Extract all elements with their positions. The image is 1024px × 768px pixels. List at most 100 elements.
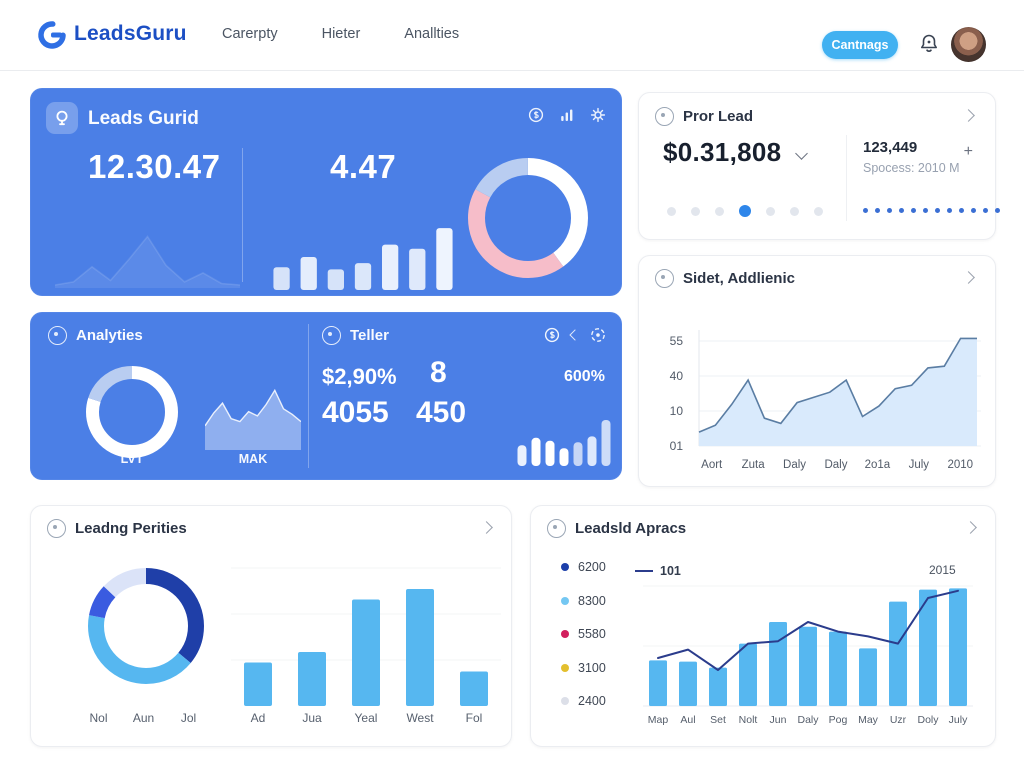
donut-label: Nol — [89, 711, 108, 725]
metric-value-2: 4.47 — [330, 148, 397, 185]
legend-label: 6200 — [578, 560, 606, 574]
x-tick: July — [948, 714, 968, 726]
pror-lead-card: Pror Lead $0.31,808 123,449 Spocess: 201… — [638, 92, 1000, 240]
x-tick: Nolt — [738, 714, 758, 726]
pager-dot[interactable] — [790, 206, 799, 216]
percent-circle-icon — [322, 326, 341, 345]
legend-label: 5580 — [578, 627, 606, 641]
progress-dot[interactable] — [935, 208, 940, 213]
x-tick: Aort — [701, 459, 723, 471]
gear-icon[interactable] — [590, 107, 606, 123]
area-label: MAK — [238, 452, 268, 466]
progress-dot[interactable] — [899, 208, 904, 213]
donut-chart — [88, 568, 204, 684]
x-tick: Yeal — [354, 711, 378, 725]
legend-dot — [561, 630, 569, 638]
bar-chart-icon[interactable] — [559, 107, 575, 123]
y-tick: 40 — [669, 369, 683, 383]
card-title: Leads Gurid — [88, 108, 199, 129]
legend-label: 8300 — [578, 593, 606, 608]
x-axis-labels: Ad Jua Yeal West Fol — [231, 711, 501, 725]
progress-dot[interactable] — [983, 208, 988, 213]
mini-bar-chart — [273, 228, 453, 290]
y-tick: 10 — [669, 404, 683, 418]
nav-item-1[interactable]: Hieter — [321, 26, 361, 42]
sidet-addlienic-card: Sidet, Addlienic 55 40 10 01 Aort Zuta Daly Da… — [638, 255, 996, 487]
x-tick: 2o1a — [864, 459, 891, 471]
nav-item-2[interactable]: Anallties — [404, 26, 460, 42]
x-tick: Jun — [769, 714, 787, 726]
legend-label: 2400 — [578, 694, 606, 708]
area-chart — [698, 330, 981, 447]
chevron-right-icon[interactable] — [962, 271, 975, 284]
pager-dot[interactable] — [814, 206, 823, 216]
main-nav: Carerpty Hieter Anallties — [222, 26, 459, 42]
progress-dot[interactable] — [887, 208, 892, 213]
pager-dot[interactable] — [667, 206, 676, 216]
pager-dot[interactable] — [766, 206, 775, 216]
legend-dot — [561, 697, 569, 705]
leadsld-apracs-card: Leadsld Apracs 6200 8300 5580 3100 2400 101 … — [530, 505, 996, 747]
card-title-right: Teller — [350, 327, 389, 344]
legend: 6200 8300 5580 3100 2400 — [561, 557, 606, 711]
x-tick: Map — [647, 714, 669, 726]
legend-label: 3100 — [578, 660, 606, 675]
donut-label: Aun — [132, 711, 155, 725]
compass-icon — [655, 269, 674, 288]
ghost-area-chart — [55, 235, 240, 288]
x-tick: Pog — [828, 714, 848, 726]
legend-item-2: 5580 — [561, 624, 606, 644]
dollar-circle-icon[interactable] — [528, 107, 544, 123]
area-chart — [205, 388, 301, 450]
donut-labels: Nol Aun Jol — [76, 711, 211, 725]
plus-button[interactable]: + — [963, 143, 973, 160]
legend-dot — [561, 663, 569, 672]
chevron-right-icon[interactable] — [962, 109, 975, 122]
progress-dot[interactable] — [947, 208, 952, 213]
cta-button[interactable]: Cantnags — [822, 31, 898, 59]
x-tick: Doly — [917, 714, 939, 726]
x-tick: 2010 — [947, 459, 974, 471]
count-subtitle: Spocess: 2010 M — [863, 161, 960, 175]
progress-dot[interactable] — [875, 208, 880, 213]
donut-label: Jol — [180, 711, 197, 725]
chevron-right-icon[interactable] — [480, 521, 493, 534]
x-axis-labels: Map Aul Set Nolt Jun Daly Pog May Uzr Doly July — [643, 714, 973, 726]
progress-dot[interactable] — [923, 208, 928, 213]
legend-item-3: 3100 — [561, 658, 606, 678]
x-tick: May — [858, 714, 878, 726]
progress-dot[interactable] — [959, 208, 964, 213]
line-legend-label: 101 — [660, 564, 681, 578]
y-tick: 01 — [669, 439, 683, 453]
legend-item-4: 2400 — [561, 691, 606, 711]
progress-dot[interactable] — [995, 208, 1000, 213]
avatar[interactable] — [951, 27, 986, 62]
pager-dot[interactable] — [715, 206, 724, 216]
divider — [242, 148, 243, 282]
x-tick: Jua — [302, 711, 322, 725]
pager-dot[interactable] — [691, 206, 700, 216]
bell-icon[interactable] — [917, 31, 941, 55]
progress-dot[interactable] — [911, 208, 916, 213]
pager-dots — [667, 205, 823, 217]
brand-name: LeadsGuru — [74, 22, 187, 45]
chevron-down-icon[interactable] — [795, 147, 808, 160]
x-tick: July — [908, 459, 930, 471]
dollar-circle-icon[interactable] — [544, 327, 560, 343]
chevron-right-icon[interactable] — [964, 521, 977, 534]
target-icon[interactable] — [590, 327, 606, 343]
clock-circle-icon — [48, 326, 67, 345]
chevron-left-icon[interactable] — [569, 329, 581, 341]
x-tick: Ad — [250, 711, 266, 725]
donut-label: LVT — [120, 452, 144, 466]
donut-chart — [86, 366, 178, 458]
pager-dot-active[interactable] — [739, 205, 751, 217]
legend-item-0: 6200 — [561, 557, 606, 577]
progress-dot[interactable] — [863, 208, 868, 213]
leads-gurid-card: Leads Gurid 12.30.47 4.47 — [30, 88, 622, 296]
progress-dot[interactable] — [971, 208, 976, 213]
nav-item-0[interactable]: Carerpty — [222, 26, 278, 42]
line-legend-swatch — [635, 570, 653, 572]
card-title: Leadsld Apracs — [575, 520, 687, 537]
x-axis-labels: Aort Zuta Daly Daly 2o1a July 2010 — [691, 459, 981, 471]
